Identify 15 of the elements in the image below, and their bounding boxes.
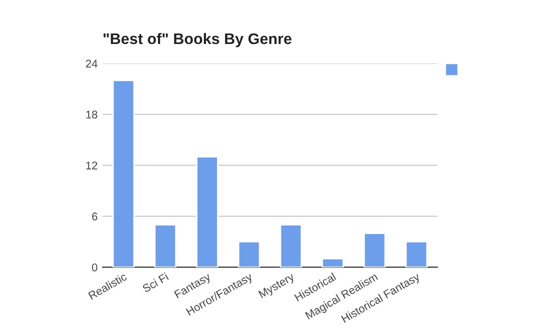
y-tick-label: 6 <box>92 212 98 220</box>
bar <box>363 232 386 268</box>
bar <box>322 258 344 268</box>
bar <box>154 224 177 268</box>
chart-title: "Best of" Books By Genre <box>104 32 292 48</box>
y-tick-label: 0 <box>92 263 98 272</box>
bar <box>280 224 302 268</box>
y-tick-label: 12 <box>86 162 98 170</box>
y-tick-label: 18 <box>86 110 98 119</box>
x-tick-label: Sci Fi <box>142 272 169 293</box>
bar <box>405 241 428 268</box>
bar <box>112 80 135 268</box>
y-tick-label: 24 <box>86 60 98 68</box>
bar <box>238 241 260 268</box>
bar <box>196 156 218 268</box>
